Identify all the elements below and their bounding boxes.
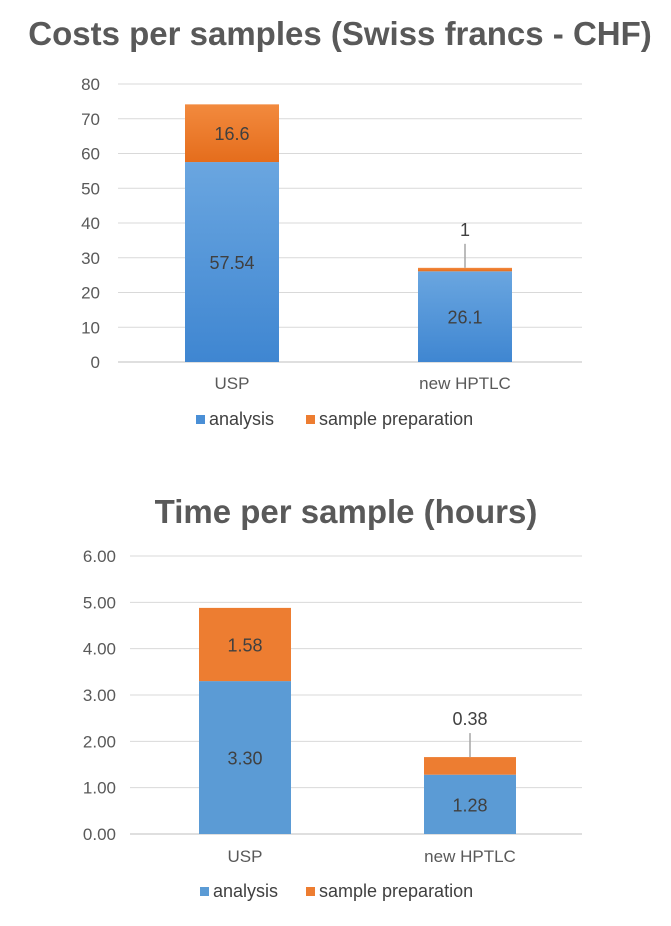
bar-analysis-USP [185,162,279,362]
legend-label: analysis [213,881,278,901]
category-label: USP [215,374,250,393]
legend-label: sample preparation [319,409,473,429]
data-label: 26.1 [447,308,482,328]
bar-analysis-new-HPTLC [418,271,512,362]
legend-swatch-sample-preparation [306,415,315,424]
data-label: 1 [460,220,470,240]
bar-analysis-USP [199,681,291,834]
y-tick-label: 3.00 [83,686,116,705]
y-tick-label: 80 [81,75,100,94]
y-tick-label: 30 [81,249,100,268]
legend-label: sample preparation [319,881,473,901]
data-label: 57.54 [209,253,254,273]
category-label: new HPTLC [424,847,516,866]
y-tick-label: 1.00 [83,779,116,798]
data-label: 0.38 [452,709,487,729]
y-tick-label: 0 [91,353,100,372]
y-tick-label: 6.00 [83,547,116,566]
chart-title: Time per sample (hours) [155,493,538,530]
y-tick-label: 4.00 [83,640,116,659]
legend-label: analysis [209,409,274,429]
data-label: 16.6 [214,124,249,144]
category-label: USP [228,847,263,866]
bar-sample-preparation-new-HPTLC [424,757,516,775]
bar-sample-preparation-USP [199,607,291,682]
y-tick-label: 5.00 [83,593,116,612]
bar-sample-preparation-USP [185,104,279,163]
y-tick-label: 10 [81,318,100,337]
y-tick-label: 70 [81,110,100,129]
chart-1: Costs per samples (Swiss francs - CHF) 0 1… [28,15,652,429]
y-tick-label: 0.00 [83,825,116,844]
legend-swatch-analysis [196,415,205,424]
category-label: new HPTLC [419,374,511,393]
data-label: 1.58 [227,635,262,655]
data-label: 3.30 [227,749,262,769]
legend-swatch-analysis [200,887,209,896]
data-label: 1.28 [452,795,487,815]
y-tick-label: 60 [81,145,100,164]
chart-2: Time per sample (hours) 0.00 1.00 2.00 3.00 4… [83,493,582,901]
y-tick-label: 40 [81,214,100,233]
bar-analysis-new-HPTLC [424,774,516,834]
chart-title: Costs per samples (Swiss francs - CHF) [28,15,652,52]
y-tick-label: 20 [81,284,100,303]
legend-swatch-sample-preparation [306,887,315,896]
y-tick-label: 50 [81,179,100,198]
bar-sample-preparation-new-HPTLC [418,267,512,272]
y-tick-label: 2.00 [83,732,116,751]
